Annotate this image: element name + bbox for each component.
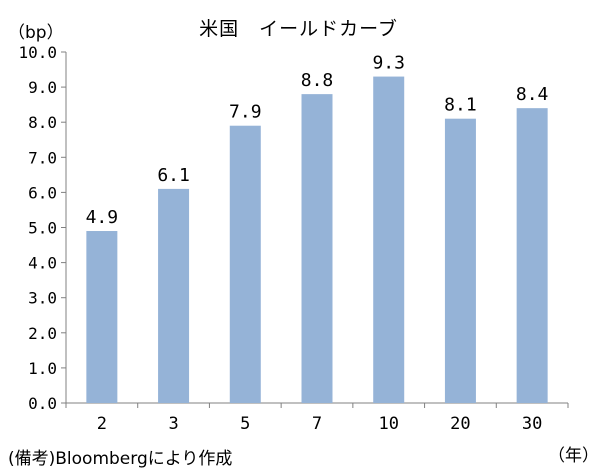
x-tick-label: 30 bbox=[522, 414, 542, 434]
bar bbox=[516, 108, 548, 403]
data-label: 6.1 bbox=[157, 165, 190, 186]
bar bbox=[229, 125, 261, 404]
bar bbox=[301, 94, 333, 404]
y-tick-label: 2.0 bbox=[28, 324, 57, 343]
y-tick-label: 10.0 bbox=[18, 43, 57, 62]
source-note: (備考)Bloombergにより作成 bbox=[8, 449, 233, 469]
data-label: 9.3 bbox=[372, 53, 405, 74]
chart-title: 米国 イールドカーブ bbox=[199, 18, 398, 40]
data-label: 8.1 bbox=[444, 95, 477, 116]
x-tick-label: 10 bbox=[378, 414, 398, 434]
bar bbox=[444, 118, 476, 403]
y-axis-unit-label: （bp） bbox=[8, 23, 64, 43]
bar bbox=[373, 76, 405, 403]
y-tick-label: 9.0 bbox=[28, 78, 57, 97]
data-label: 8.4 bbox=[516, 84, 549, 105]
y-tick-label: 5.0 bbox=[28, 219, 57, 238]
x-tick-label: 7 bbox=[312, 414, 322, 434]
x-axis-unit-label: （年） bbox=[548, 446, 597, 466]
x-tick-label: 20 bbox=[450, 414, 470, 434]
y-tick-label: 6.0 bbox=[28, 183, 57, 202]
bar bbox=[158, 188, 190, 403]
y-tick-label: 8.0 bbox=[28, 113, 57, 132]
data-label: 8.8 bbox=[301, 70, 334, 91]
bar bbox=[86, 231, 118, 403]
y-tick-label: 1.0 bbox=[28, 359, 57, 378]
x-tick-label: 2 bbox=[97, 414, 107, 434]
y-tick-label: 3.0 bbox=[28, 289, 57, 308]
x-tick-label: 5 bbox=[240, 414, 250, 434]
x-tick-label: 3 bbox=[168, 414, 178, 434]
y-tick-label: 7.0 bbox=[28, 148, 57, 167]
data-label: 4.9 bbox=[86, 207, 119, 228]
y-tick-label: 0.0 bbox=[28, 394, 57, 413]
y-tick-label: 4.0 bbox=[28, 254, 57, 273]
data-label: 7.9 bbox=[229, 102, 262, 123]
